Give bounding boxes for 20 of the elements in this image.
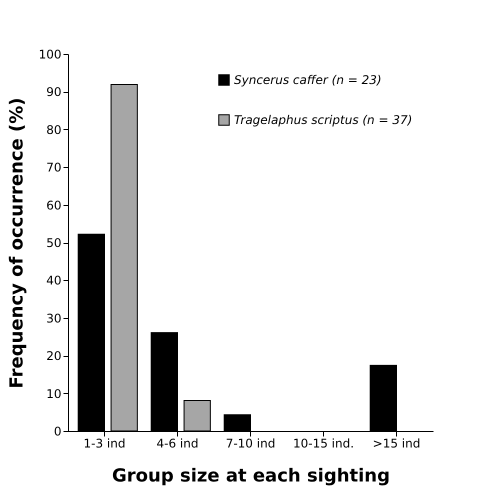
x-tick-label: 4-6 ind: [156, 436, 198, 450]
y-tick-label: 40: [46, 274, 62, 288]
y-tick-label: 30: [46, 311, 62, 326]
y-tick-label: 70: [46, 160, 62, 175]
legend-label: Tragelaphus scriptus (n = 37): [234, 113, 412, 127]
y-tick-label: 60: [46, 198, 62, 212]
x-axis-title: Group size at each sighting: [112, 466, 390, 486]
y-tick-label: 90: [46, 85, 62, 100]
y-axis-title: Frequency of occurrence (%): [6, 97, 28, 389]
y-tick-label: 0: [54, 424, 62, 438]
legend-label: Syncerus caffer (n = 23): [234, 73, 382, 87]
y-tick-label: 10: [46, 386, 62, 401]
y-tick-label: 50: [46, 236, 62, 250]
y-tick-label: 80: [46, 122, 62, 137]
x-tick-label: >15 ind: [372, 436, 420, 450]
x-tick-label: 7-10 ind: [226, 436, 276, 450]
y-tick-label: 100: [38, 48, 62, 62]
x-tick-label: 1-3 ind: [84, 436, 126, 450]
y-tick-label: 20: [46, 349, 62, 364]
x-tick-label: 10-15 ind.: [292, 436, 354, 450]
